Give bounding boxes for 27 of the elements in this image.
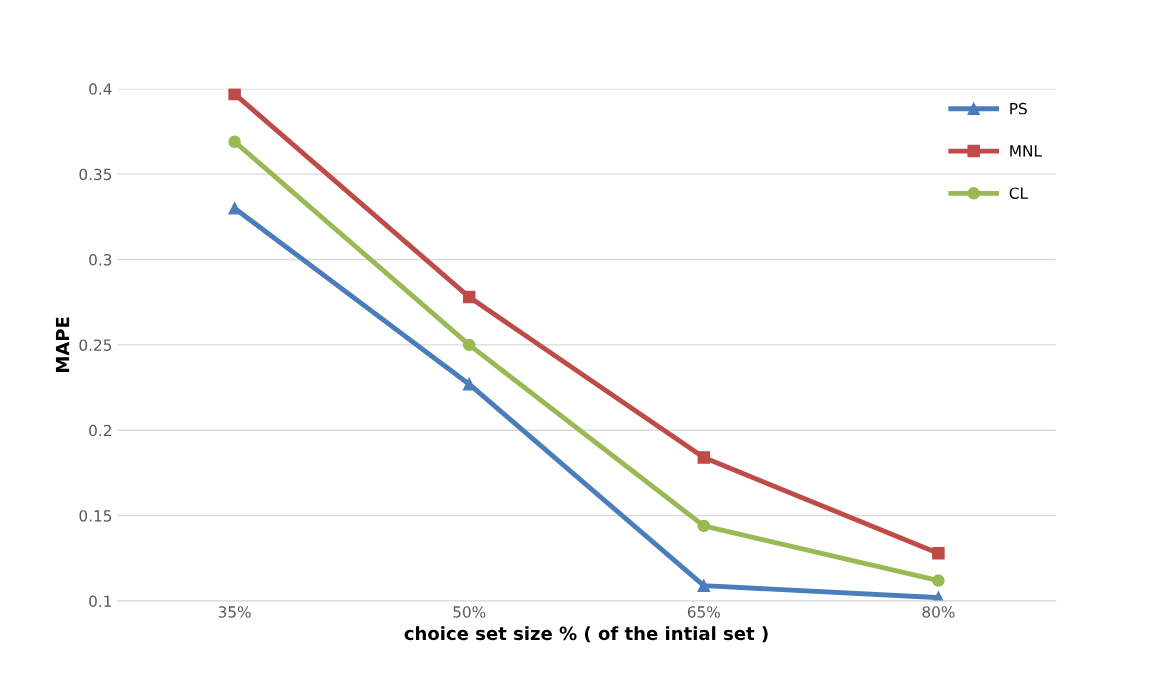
point [462,338,476,352]
x-tick-label: 50% [453,606,486,618]
point [932,574,945,587]
y-tick-label: 0.35 [79,168,112,181]
point [462,377,476,391]
point [932,546,945,560]
y-tick-label: 0.1 [89,595,112,608]
point [462,290,476,304]
legend-label: CL [1009,187,1028,199]
y-tick-label: 0.15 [79,510,112,522]
x-tick-label: 35% [218,606,251,618]
y-tick-label: 0.4 [89,83,112,95]
point [228,88,241,101]
point [697,451,711,464]
point [228,202,241,215]
x-tick-label: 80% [922,606,955,618]
y-tick-label: 0.3 [89,254,112,266]
legend-label: PS [1010,102,1027,115]
y-tick-label: 0.2 [89,424,111,437]
y-tick-label: 0.25 [79,339,112,351]
x-axis-title: choice set size % ( of the intial set ) [404,626,768,643]
legend-label: MNL [1010,145,1042,157]
y-axis-title: MAPE [55,317,70,373]
point [697,519,711,533]
point [697,579,711,592]
point [228,135,241,148]
x-tick-label: 65% [687,606,720,618]
